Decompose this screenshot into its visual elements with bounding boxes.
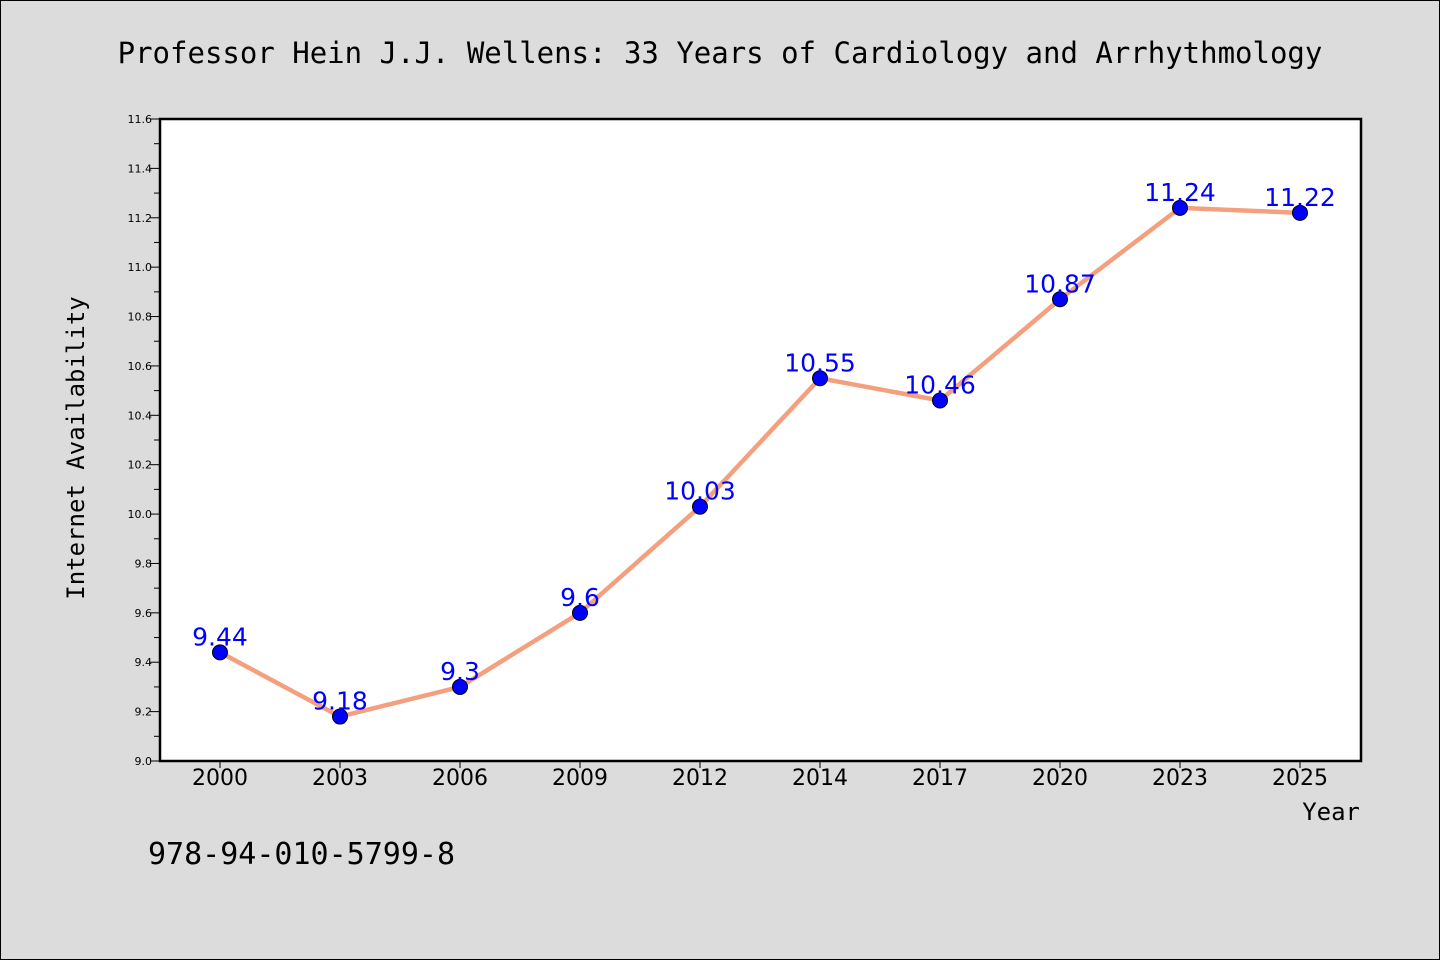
isbn-text: 978-94-010-5799-8 [148, 837, 455, 872]
data-point [452, 678, 468, 695]
data-point [1292, 204, 1308, 221]
y-tick-label: 9.2 [135, 706, 153, 719]
y-tick-label: 11.4 [128, 162, 153, 175]
y-tick-label: 10.4 [128, 409, 153, 422]
data-label: 11.22 [1264, 183, 1336, 212]
y-tick-label: 11.0 [128, 261, 153, 274]
data-label: 11.24 [1144, 178, 1216, 207]
y-tick-label: 9.8 [135, 557, 153, 570]
x-tick-label: 2023 [1152, 766, 1208, 791]
data-point [332, 708, 348, 725]
x-axis-label: Year [1302, 798, 1360, 826]
y-tick-label: 10.8 [128, 311, 153, 324]
data-point [1052, 291, 1068, 308]
x-tick-label: 2000 [192, 766, 248, 791]
y-tick-label: 10.0 [128, 508, 153, 521]
data-point [572, 604, 588, 621]
data-label: 10.03 [664, 477, 736, 506]
x-axis: 2000 2003 2006 2009 2012 2014 2017 2020 2023 2025 [192, 761, 1328, 791]
data-label: 9.44 [192, 622, 248, 651]
x-tick-label: 2003 [312, 766, 368, 791]
y-tick-label: 10.2 [128, 459, 153, 472]
y-tick-label: 11.6 [128, 113, 153, 126]
x-tick-label: 2025 [1272, 766, 1328, 791]
data-point [1172, 199, 1188, 216]
x-tick-label: 2009 [552, 766, 608, 791]
data-point [812, 370, 828, 387]
data-label: 9.18 [312, 687, 368, 716]
series-line-group [218, 205, 1301, 719]
y-tick-label: 11.2 [128, 212, 153, 225]
data-label: 9.3 [440, 657, 480, 686]
y-tick-label: 9.6 [135, 607, 153, 620]
data-label: 9.6 [560, 583, 600, 612]
data-label: 10.87 [1024, 269, 1096, 298]
y-axis: 9.0 9.2 9.4 9.6 9.8 10.0 10.2 10.4 10.6 10.8 11.0 1… [128, 113, 160, 768]
plot-border [158, 117, 1363, 763]
x-tick-label: 2020 [1032, 766, 1088, 791]
data-labels: 9.44 9.18 9.3 9.6 10.03 10.55 10.46 10.87 11.24 1… [192, 178, 1336, 716]
y-tick-label: 9.0 [135, 755, 153, 768]
x-tick-label: 2006 [432, 766, 488, 791]
data-point [932, 392, 948, 409]
y-tick-label: 10.6 [128, 360, 153, 373]
x-tick-label: 2012 [672, 766, 728, 791]
y-axis-label: Internet Availability [62, 296, 90, 599]
y-tick-label: 9.4 [135, 656, 153, 669]
chart-title: Professor Hein J.J. Wellens: 33 Years of… [118, 36, 1323, 70]
data-point [692, 498, 708, 515]
data-label: 10.46 [904, 370, 976, 399]
data-label: 10.55 [784, 348, 856, 377]
data-point [212, 644, 228, 661]
series-line [218, 205, 1301, 719]
x-tick-label: 2014 [792, 766, 848, 791]
data-markers [212, 199, 1308, 725]
x-tick-label: 2017 [912, 766, 968, 791]
